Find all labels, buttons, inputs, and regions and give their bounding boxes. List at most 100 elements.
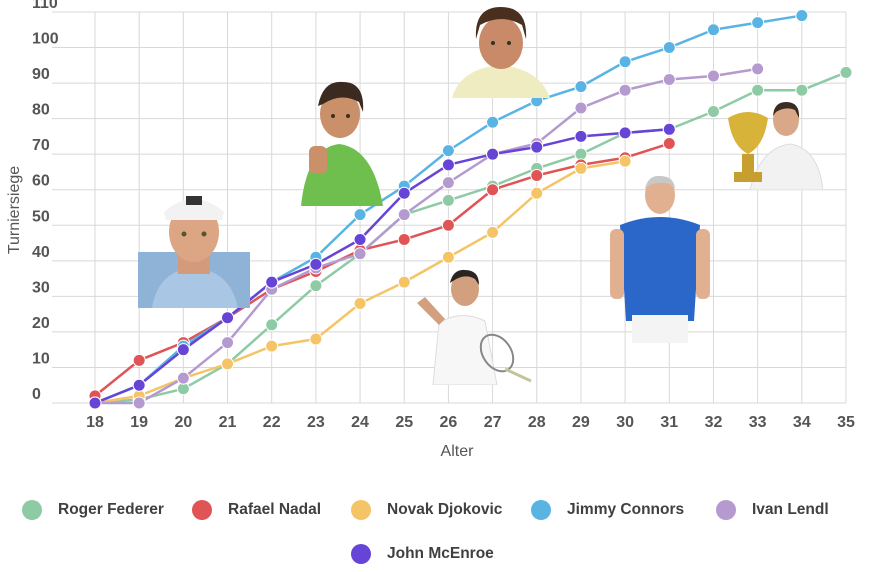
data-point: [221, 311, 235, 325]
data-point: [441, 158, 455, 172]
y-tick-label: 20: [32, 315, 50, 332]
data-point: [132, 378, 146, 392]
legend-item-mcenroe[interactable]: John McEnroe: [351, 536, 494, 572]
x-tick-label: 29: [572, 414, 590, 431]
data-point: [353, 232, 367, 246]
legend-item-djokovic[interactable]: Novak Djokovic: [351, 492, 502, 528]
data-point: [530, 140, 544, 154]
x-tick-label: 35: [837, 414, 855, 431]
data-point: [795, 83, 809, 97]
photo-nadal: [301, 81, 383, 206]
data-point: [530, 186, 544, 200]
legend-marker: [192, 500, 212, 520]
data-point: [132, 396, 146, 410]
x-tick-label: 24: [351, 414, 369, 431]
x-tick-label: 27: [484, 414, 502, 431]
data-point: [397, 208, 411, 222]
y-tick-label: 40: [32, 244, 50, 261]
y-tick-label: 0: [32, 386, 41, 403]
data-point: [441, 176, 455, 190]
data-point: [795, 9, 809, 23]
x-tick-label: 21: [219, 414, 237, 431]
y-tick-label: 30: [32, 279, 50, 296]
data-point: [662, 137, 676, 151]
data-point: [309, 257, 323, 271]
y-tick-label: 80: [32, 102, 50, 119]
legend-item-federer[interactable]: Roger Federer: [22, 492, 164, 528]
photo-federer: [728, 102, 823, 190]
data-point: [574, 80, 588, 94]
y-tick-label: 90: [32, 66, 50, 83]
legend-marker: [351, 500, 371, 520]
y-tick-label: 60: [32, 173, 50, 190]
data-point: [706, 69, 720, 83]
x-tick-label: 25: [395, 414, 413, 431]
data-point: [574, 101, 588, 115]
legend-marker: [716, 500, 736, 520]
x-axis-ticks: 18 19 20 21 22 23 24 25 26 27 28 29 30 31 32 33 34 35: [86, 414, 855, 431]
data-point: [618, 55, 632, 69]
data-point: [132, 353, 146, 367]
series-line-5: [94, 128, 670, 405]
series-line-0: [94, 71, 847, 405]
x-axis-label: Alter: [441, 443, 475, 460]
data-point: [397, 186, 411, 200]
data-point: [486, 225, 500, 239]
y-axis-label: Turniersiege: [6, 166, 23, 254]
x-tick-label: 18: [86, 414, 104, 431]
photo-lendl: [138, 196, 250, 308]
data-point: [574, 129, 588, 143]
photo-djokovic: [417, 269, 532, 385]
x-tick-label: 34: [793, 414, 811, 431]
series-lines: [88, 9, 853, 410]
x-tick-label: 31: [660, 414, 678, 431]
data-point: [751, 83, 765, 97]
data-point: [486, 147, 500, 161]
x-tick-label: 33: [749, 414, 767, 431]
data-point: [441, 218, 455, 232]
y-tick-label: 110: [32, 0, 58, 12]
legend-marker: [22, 500, 42, 520]
data-point: [441, 250, 455, 264]
data-point: [751, 16, 765, 30]
data-point: [662, 122, 676, 136]
data-point: [530, 169, 544, 183]
data-point: [574, 161, 588, 175]
data-point: [353, 208, 367, 222]
x-tick-label: 20: [174, 414, 192, 431]
data-point: [706, 23, 720, 37]
legend-item-connors[interactable]: Jimmy Connors: [531, 492, 684, 528]
data-point: [176, 343, 190, 357]
x-tick-label: 28: [528, 414, 546, 431]
data-point: [441, 193, 455, 207]
data-point: [176, 371, 190, 385]
data-point: [618, 154, 632, 168]
data-point: [397, 275, 411, 289]
data-point: [221, 336, 235, 350]
legend-label: Novak Djokovic: [387, 501, 503, 518]
data-point: [265, 339, 279, 353]
data-point: [751, 62, 765, 76]
y-tick-label: 50: [32, 208, 50, 225]
series-line-4: [95, 67, 758, 405]
legend-label: John McEnroe: [387, 545, 494, 562]
photo-mcenroe: [610, 175, 710, 343]
data-point: [353, 247, 367, 261]
data-point: [618, 126, 632, 140]
legend-item-lendl[interactable]: Ivan Lendl: [716, 492, 829, 528]
data-point: [265, 318, 279, 332]
x-tick-label: 23: [307, 414, 325, 431]
data-point: [353, 296, 367, 310]
legend-label: Jimmy Connors: [567, 501, 685, 518]
x-tick-label: 30: [616, 414, 634, 431]
series-line-1: [94, 142, 670, 397]
x-tick-label: 22: [263, 414, 281, 431]
legend-item-nadal[interactable]: Rafael Nadal: [192, 492, 321, 528]
data-point: [309, 279, 323, 293]
data-point: [397, 232, 411, 246]
y-tick-label: 100: [32, 31, 59, 48]
x-tick-label: 19: [130, 414, 148, 431]
legend-label: Roger Federer: [58, 501, 164, 518]
legend-label: Rafael Nadal: [228, 501, 322, 518]
data-point: [265, 275, 279, 289]
